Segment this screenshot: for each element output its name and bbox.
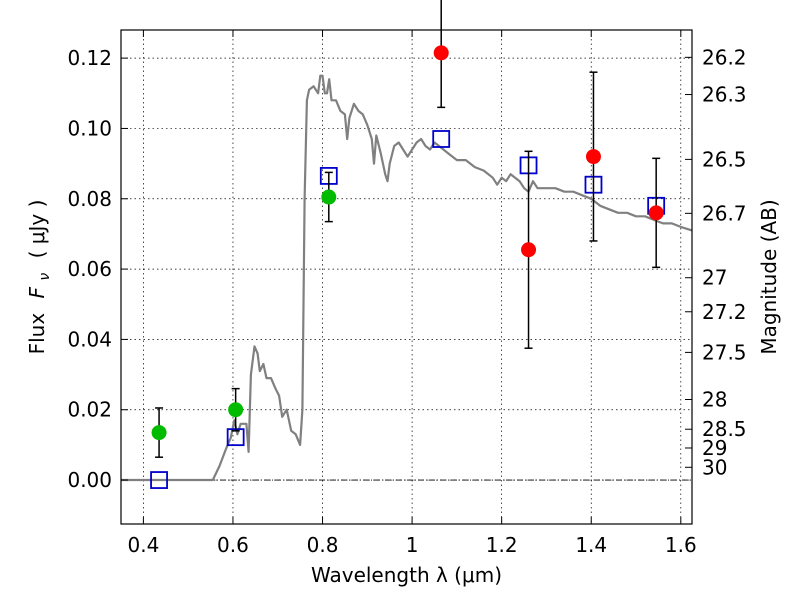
right-tick-label: 27 bbox=[702, 266, 727, 290]
right-tick-label: 27.5 bbox=[702, 340, 747, 364]
y-tick-label: 0.10 bbox=[67, 116, 112, 140]
y-tick-label: 0.08 bbox=[67, 187, 112, 211]
x-tick-label: 1.4 bbox=[575, 533, 607, 557]
y-tick-label: 0.12 bbox=[67, 46, 112, 70]
right-tick-label: 28 bbox=[702, 388, 727, 412]
green-data-point bbox=[321, 189, 337, 205]
x-tick-label: 0.6 bbox=[217, 533, 249, 557]
x-tick-label: 1.2 bbox=[486, 533, 518, 557]
right-tick-label: 30 bbox=[702, 455, 727, 479]
green-data-point bbox=[151, 425, 167, 441]
green-data-point bbox=[228, 402, 244, 418]
y-tick-label: 0.00 bbox=[67, 468, 112, 492]
y-axis-title: Flux F ν ( μJy ) bbox=[25, 200, 54, 355]
red-data-point bbox=[521, 242, 537, 258]
y-axis-title-units: ( μJy ) bbox=[25, 200, 49, 259]
right-tick-label: 29 bbox=[702, 436, 727, 460]
red-data-point bbox=[585, 149, 601, 165]
right-tick-label: 26.2 bbox=[702, 45, 747, 69]
y-axis-title-prefix: Flux bbox=[25, 313, 49, 355]
red-data-point bbox=[433, 45, 449, 61]
right-tick-label: 26.7 bbox=[702, 201, 747, 225]
x-tick-label: 1.6 bbox=[665, 533, 697, 557]
data-series bbox=[121, 0, 693, 489]
right-axis-title: Magnitude (AB) bbox=[757, 199, 781, 354]
model-band-square bbox=[432, 130, 451, 148]
x-tick-label: 1 bbox=[406, 533, 419, 557]
y-tick-label: 0.04 bbox=[67, 327, 112, 351]
x-axis-title: Wavelength λ (μm) bbox=[311, 563, 502, 587]
x-tick-label: 0.4 bbox=[127, 533, 159, 557]
right-tick-label: 26.3 bbox=[702, 83, 747, 107]
y-axis-title-subscript: ν bbox=[37, 273, 53, 281]
plot-frame bbox=[120, 29, 693, 525]
grid bbox=[121, 30, 692, 524]
right-tick-label: 28.5 bbox=[702, 417, 747, 441]
y-tick-label: 0.06 bbox=[67, 257, 112, 281]
model-spectrum-line bbox=[121, 74, 693, 482]
model-band-square bbox=[150, 471, 168, 489]
right-tick-label: 27.2 bbox=[702, 300, 747, 324]
y-tick-label: 0.02 bbox=[67, 398, 112, 422]
x-tick-label: 0.8 bbox=[307, 533, 339, 557]
axis-ticks: 0.4 0.6 0.8 1 1.2 1.4 1.6 0.00 0.02 0.04 0.06 0.08 0… bbox=[67, 30, 747, 557]
y-axis-title-symbol: F bbox=[25, 286, 49, 298]
red-data-point bbox=[648, 205, 664, 221]
right-tick-label: 26.5 bbox=[702, 147, 747, 171]
